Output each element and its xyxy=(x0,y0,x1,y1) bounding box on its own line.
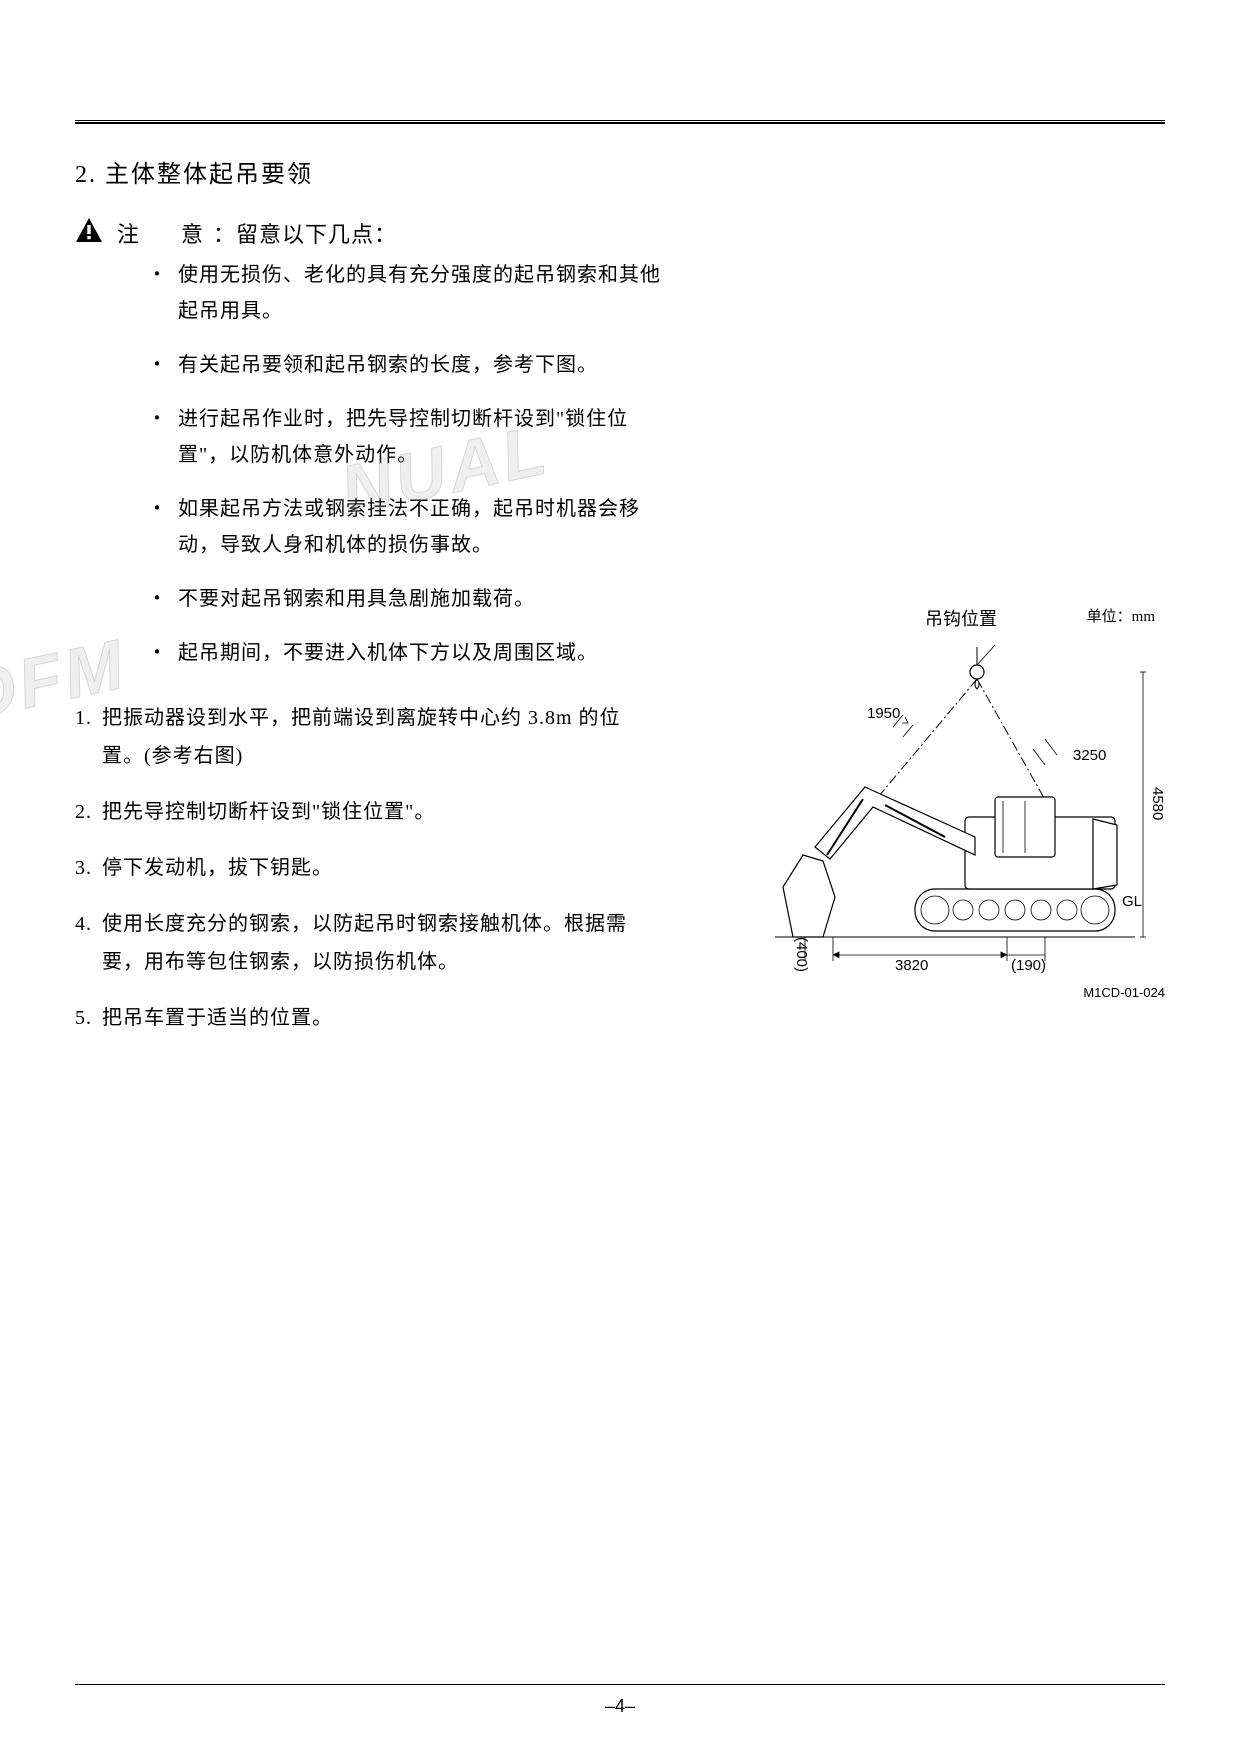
step-item: 4.使用长度充分的钢索，以防起吊时钢索接触机体。根据需要，用布等包住钢索，以防损… xyxy=(75,905,635,981)
figure-id: M1CD-01-024 xyxy=(745,985,1165,1000)
step-item: 1.把振动器设到水平，把前端设到离旋转中心约 3.8m 的位置。(参考右图) xyxy=(75,699,635,775)
top-rule xyxy=(75,120,1165,124)
section-title-text: 主体整体起吊要领 xyxy=(105,162,313,188)
bullet-text: 起吊期间，不要进入机体下方以及周围区域。 xyxy=(178,635,598,671)
diagram-area: 吊钩位置 单位：mm xyxy=(745,605,1165,1000)
step-number: 1. xyxy=(75,699,92,775)
bullet-item: ・有关起吊要领和起吊钢索的长度，参考下图。 xyxy=(147,347,667,383)
bottom-rule xyxy=(75,1684,1165,1685)
bullet-text: 进行起吊作业时，把先导控制切断杆设到"锁住位置"，以防机体意外动作。 xyxy=(178,401,667,473)
bullet-item: ・不要对起吊钢索和用具急剧施加载荷。 xyxy=(147,581,667,617)
warning-label: 注 意：留意以下几点： xyxy=(117,217,397,249)
step-number: 2. xyxy=(75,793,92,831)
step-number: 5. xyxy=(75,999,92,1037)
step-text: 把吊车置于适当的位置。 xyxy=(102,999,333,1037)
page-number: –4– xyxy=(0,1696,1240,1717)
ground-line-label: GL xyxy=(1122,893,1142,910)
dim-center-offset: (190) xyxy=(1011,957,1046,974)
warning-row: 注 意：留意以下几点： xyxy=(75,217,1165,249)
step-number: 4. xyxy=(75,905,92,981)
bullet-dot: ・ xyxy=(147,491,168,563)
bullet-text: 使用无损伤、老化的具有充分强度的起吊钢索和其他起吊用具。 xyxy=(178,257,667,329)
section-number: 2. xyxy=(75,162,97,188)
dim-base-width: 3820 xyxy=(895,957,928,974)
section-title: 2. 主体整体起吊要领 xyxy=(75,154,1165,189)
bullet-dot: ・ xyxy=(147,347,168,383)
bullet-text: 如果起吊方法或钢索挂法不正确，起吊时机器会移动，导致人身和机体的损伤事故。 xyxy=(178,491,667,563)
step-item: 3. 停下发动机，拔下钥匙。 xyxy=(75,849,635,887)
excavator-diagram: 1950 3250 4580 GL (400) 3820 (190) xyxy=(745,637,1165,977)
step-number: 3. xyxy=(75,849,92,887)
unit-label: 单位：mm xyxy=(1087,605,1155,631)
bullet-item: ・起吊期间，不要进入机体下方以及周围区域。 xyxy=(147,635,667,671)
bullet-item: ・如果起吊方法或钢索挂法不正确，起吊时机器会移动，导致人身和机体的损伤事故。 xyxy=(147,491,667,563)
bullet-dot: ・ xyxy=(147,257,168,329)
bullet-text: 不要对起吊钢索和用具急剧施加载荷。 xyxy=(178,581,535,617)
dim-left-sling: 1950 xyxy=(867,705,900,722)
warning-icon xyxy=(75,217,103,243)
dim-bucket-drop: (400) xyxy=(793,937,810,972)
warning-bullet-list: ・使用无损伤、老化的具有充分强度的起吊钢索和其他起吊用具。 ・有关起吊要领和起吊… xyxy=(147,257,667,671)
step-text: 把先导控制切断杆设到"锁住位置"。 xyxy=(102,793,435,831)
warning-intro: ：留意以下几点： xyxy=(213,222,397,247)
bullet-item: ・进行起吊作业时，把先导控制切断杆设到"锁住位置"，以防机体意外动作。 xyxy=(147,401,667,473)
warning-label-text: 注 意 xyxy=(117,222,213,247)
bullet-dot: ・ xyxy=(147,401,168,473)
diagram-top-labels: 吊钩位置 单位：mm xyxy=(745,605,1165,631)
hook-position-label: 吊钩位置 xyxy=(925,605,997,631)
dim-height: 4580 xyxy=(1149,787,1166,820)
bullet-dot: ・ xyxy=(147,635,168,671)
step-item: 2. 把先导控制切断杆设到"锁住位置"。 xyxy=(75,793,635,831)
step-text: 使用长度充分的钢索，以防起吊时钢索接触机体。根据需要，用布等包住钢索，以防损伤机… xyxy=(102,905,635,981)
dim-right-sling: 3250 xyxy=(1073,747,1106,764)
step-text: 停下发动机，拔下钥匙。 xyxy=(102,849,333,887)
bullet-text: 有关起吊要领和起吊钢索的长度，参考下图。 xyxy=(178,347,598,383)
bullet-item: ・使用无损伤、老化的具有充分强度的起吊钢索和其他起吊用具。 xyxy=(147,257,667,329)
step-list: 1.把振动器设到水平，把前端设到离旋转中心约 3.8m 的位置。(参考右图) 2… xyxy=(75,699,635,1037)
step-text: 把振动器设到水平，把前端设到离旋转中心约 3.8m 的位置。(参考右图) xyxy=(102,699,635,775)
step-item: 5. 把吊车置于适当的位置。 xyxy=(75,999,635,1037)
bullet-dot: ・ xyxy=(147,581,168,617)
